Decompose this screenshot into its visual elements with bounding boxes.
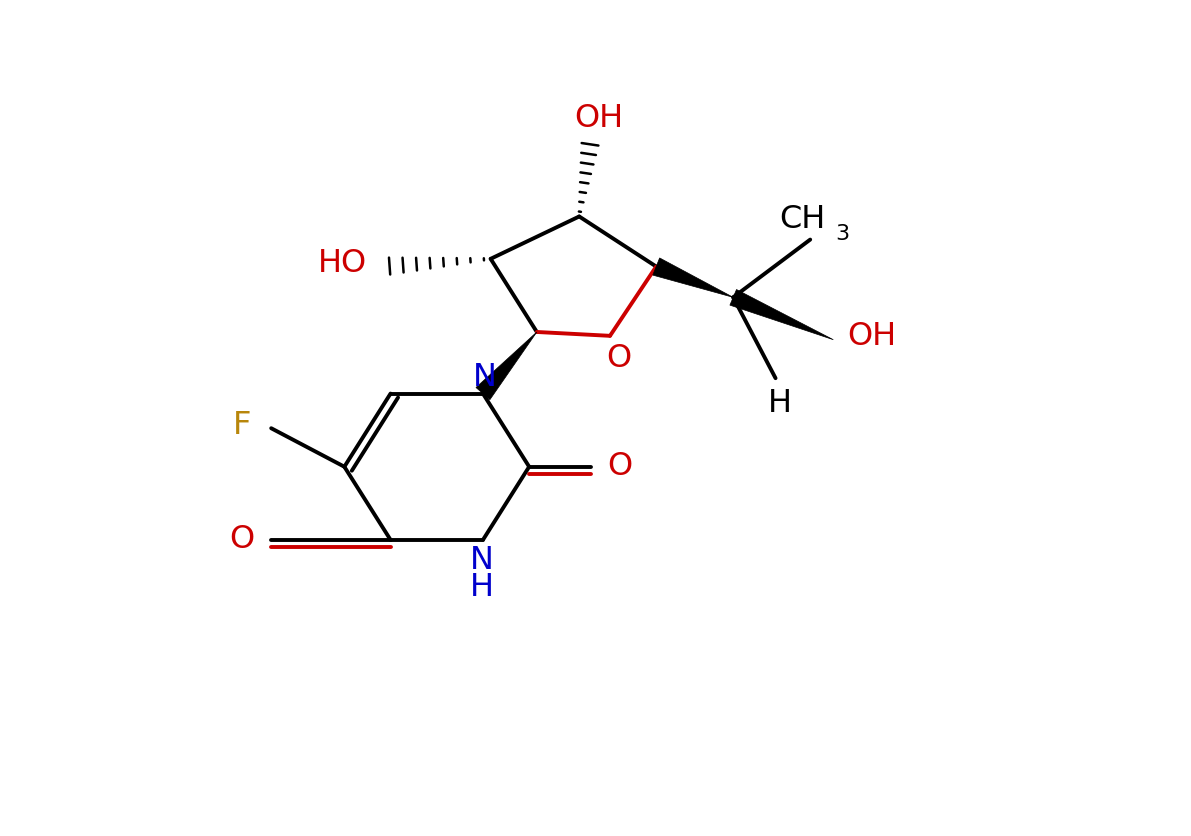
Polygon shape [730, 290, 834, 340]
Text: N: N [469, 544, 493, 575]
Text: 3: 3 [835, 224, 849, 244]
Polygon shape [476, 333, 537, 400]
Text: N: N [473, 362, 497, 393]
Text: O: O [607, 450, 632, 481]
Text: H: H [469, 571, 493, 602]
Polygon shape [653, 258, 734, 298]
Text: CH: CH [779, 203, 825, 234]
Text: OH: OH [847, 321, 897, 352]
Text: O: O [230, 523, 255, 554]
Text: OH: OH [574, 104, 623, 135]
Text: F: F [232, 410, 251, 441]
Text: HO: HO [318, 248, 367, 279]
Text: H: H [767, 388, 791, 419]
Text: O: O [606, 343, 631, 374]
